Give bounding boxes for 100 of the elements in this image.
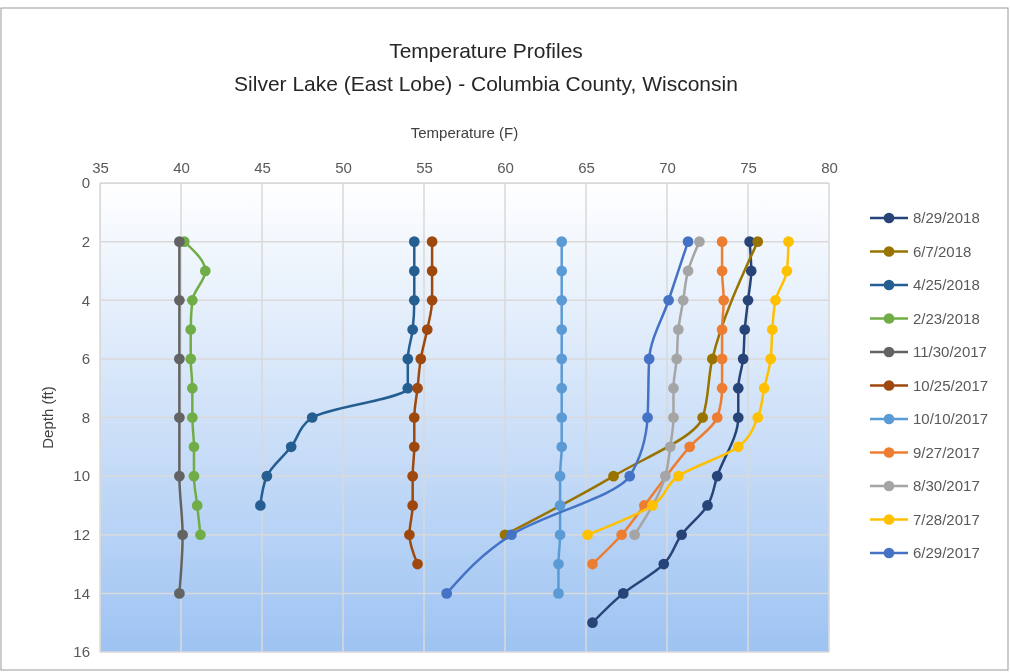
y-tick-label: 16 <box>73 643 90 661</box>
point <box>174 470 185 482</box>
point <box>672 470 684 482</box>
point <box>718 294 730 306</box>
point <box>407 324 419 335</box>
point <box>554 470 566 482</box>
point <box>752 236 764 247</box>
point <box>186 382 198 394</box>
point <box>671 353 683 365</box>
point <box>306 412 318 423</box>
point <box>177 529 188 541</box>
point <box>716 236 728 247</box>
point <box>658 558 670 570</box>
point <box>556 412 568 423</box>
legend-label: 6/7/2018 <box>913 242 972 260</box>
point <box>716 265 728 277</box>
point <box>739 324 751 335</box>
point <box>506 529 517 541</box>
chart-title: Temperature Profiles <box>389 39 583 62</box>
point <box>408 236 420 247</box>
point <box>174 353 185 365</box>
point <box>553 588 564 599</box>
point <box>716 353 728 365</box>
point <box>668 412 679 423</box>
point <box>188 470 200 482</box>
point <box>752 412 764 423</box>
x-tick-label: 45 <box>254 159 271 176</box>
point <box>441 588 453 599</box>
legend-label: 6/29/2017 <box>913 544 980 561</box>
point <box>660 470 671 482</box>
x-tick-label: 60 <box>497 159 514 176</box>
point <box>426 236 438 247</box>
point <box>407 500 419 511</box>
point <box>684 441 696 453</box>
point <box>732 441 744 453</box>
point <box>553 558 564 570</box>
point <box>677 294 689 306</box>
point <box>421 324 433 335</box>
point <box>766 324 778 335</box>
point <box>624 470 636 482</box>
point <box>694 236 705 247</box>
point <box>711 412 723 423</box>
point <box>556 353 568 365</box>
point <box>663 294 674 306</box>
legend-label: 10/25/2017 <box>913 376 989 394</box>
point <box>554 500 566 511</box>
point <box>186 294 198 306</box>
point <box>195 529 206 541</box>
y-tick-label: 4 <box>81 291 90 309</box>
point <box>174 236 185 247</box>
point <box>770 294 781 306</box>
y-tick-label: 12 <box>73 526 90 544</box>
chart-subtitle: Silver Lake (East Lobe) - Columbia County, Wisconsin <box>234 72 738 95</box>
point <box>664 441 676 453</box>
point <box>732 382 744 394</box>
point <box>682 265 694 277</box>
x-tick-label: 40 <box>173 159 190 176</box>
point <box>758 382 770 394</box>
y-tick-label: 0 <box>81 174 90 192</box>
y-tick-label: 8 <box>81 408 90 426</box>
point <box>643 353 655 365</box>
point <box>402 382 414 394</box>
point <box>582 529 593 541</box>
point <box>556 324 568 335</box>
point <box>404 529 415 541</box>
x-tick-label: 65 <box>578 159 595 176</box>
y-tick-label: 2 <box>81 232 90 250</box>
point <box>174 412 185 423</box>
point <box>647 500 658 511</box>
legend-label: 2/23/2018 <box>913 309 980 327</box>
x-tick-label: 80 <box>821 159 838 176</box>
point <box>781 265 793 277</box>
point <box>745 265 757 277</box>
point <box>412 382 423 394</box>
point <box>408 412 420 423</box>
legend-label: 10/10/2017 <box>913 410 989 427</box>
legend-label: 8/29/2018 <box>913 209 980 226</box>
point <box>255 500 266 511</box>
point <box>412 558 423 570</box>
x-tick-label: 50 <box>335 159 352 176</box>
point <box>587 617 598 629</box>
point <box>742 294 754 306</box>
point <box>415 353 427 365</box>
point <box>668 382 679 394</box>
x-tick-label: 35 <box>92 159 109 176</box>
point <box>185 353 197 365</box>
point <box>556 236 568 247</box>
point <box>737 353 749 365</box>
point <box>716 382 728 394</box>
point <box>682 236 694 247</box>
legend-label: 4/25/2018 <box>913 276 980 293</box>
point <box>554 529 566 541</box>
legend-label: 8/30/2017 <box>913 477 980 494</box>
point <box>556 265 568 277</box>
y-axis-title: Depth (ft) <box>39 386 56 449</box>
point <box>697 412 708 423</box>
point <box>676 529 687 541</box>
point <box>642 412 653 423</box>
point <box>556 382 568 394</box>
point <box>188 441 200 453</box>
